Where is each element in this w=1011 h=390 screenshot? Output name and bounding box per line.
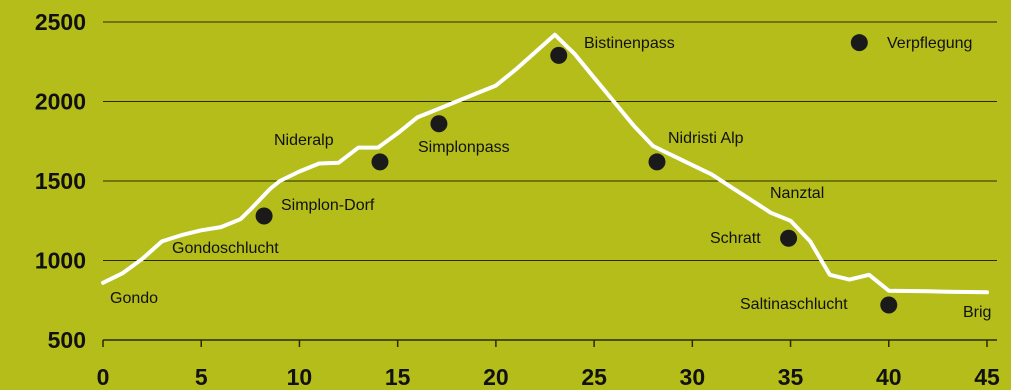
- point-label: Nidristi Alp: [668, 130, 744, 147]
- poi-marker: [550, 46, 568, 64]
- elevation-line-layer: [101, 32, 989, 295]
- poi-marker: [255, 207, 273, 225]
- x-tick-label: 0: [97, 364, 110, 390]
- x-tick-label: 30: [680, 364, 706, 390]
- y-tick-label: 500: [48, 327, 86, 353]
- poi-marker: [371, 153, 389, 171]
- annotation-labels: Verpflegung Bistinenpass Simplonpass Nid…: [110, 35, 991, 321]
- x-tick-label: 20: [483, 364, 509, 390]
- point-label: Simplonpass: [418, 139, 510, 156]
- y-tick-label: 1500: [35, 168, 86, 194]
- poi-marker: [648, 153, 666, 171]
- annotation-label: Gondo: [110, 290, 158, 307]
- point-label: Schratt: [710, 230, 761, 247]
- x-tick-label: 35: [778, 364, 804, 390]
- tick-labels: 500 1000 1500 2000 2500 0 5 10 15 20 25 30 35 40 45: [35, 9, 1000, 390]
- y-tick-label: 2000: [35, 89, 86, 115]
- poi-marker: [780, 229, 798, 247]
- point-label: Simplon-Dorf: [281, 197, 375, 214]
- point-label: Nideralp: [274, 132, 334, 149]
- poi-marker: [430, 115, 448, 133]
- point-label: Verpflegung: [887, 35, 972, 52]
- annotation-label: Nanztal: [770, 185, 824, 202]
- grid-lines: [102, 21, 997, 347]
- y-tick-label: 1000: [35, 248, 86, 274]
- elevation-line: [101, 32, 989, 295]
- x-tick-label: 45: [974, 364, 1000, 390]
- point-label: Bistinenpass: [584, 35, 675, 52]
- x-tick-label: 40: [876, 364, 902, 390]
- y-tick-label: 2500: [35, 9, 86, 35]
- annotation-label: Gondoschlucht: [172, 240, 279, 257]
- annotation-label: Brig: [963, 304, 991, 321]
- x-tick-label: 5: [195, 364, 208, 390]
- x-tick-label: 10: [287, 364, 313, 390]
- poi-marker: [850, 34, 868, 52]
- poi-marker: [880, 296, 898, 314]
- x-tick-label: 15: [385, 364, 411, 390]
- point-label: Saltinaschlucht: [740, 296, 848, 313]
- poi-markers: [255, 34, 898, 314]
- x-tick-label: 25: [581, 364, 607, 390]
